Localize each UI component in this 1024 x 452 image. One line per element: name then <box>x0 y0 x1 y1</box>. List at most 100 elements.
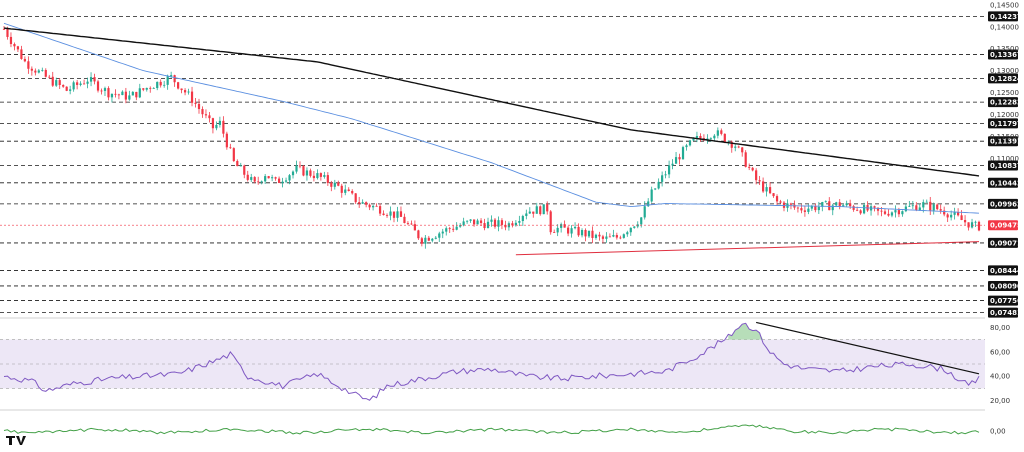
candle[interactable] <box>194 98 197 108</box>
candle[interactable] <box>156 81 159 91</box>
candle[interactable] <box>319 172 322 181</box>
candle[interactable] <box>69 85 72 95</box>
candle[interactable] <box>103 86 107 96</box>
candle[interactable] <box>431 238 434 243</box>
oscillator-line[interactable] <box>3 424 980 435</box>
candle[interactable] <box>629 227 632 236</box>
candle[interactable] <box>828 197 831 211</box>
candle[interactable] <box>751 166 754 172</box>
candle[interactable] <box>159 79 162 88</box>
candle[interactable] <box>326 172 329 186</box>
candle[interactable] <box>323 171 326 179</box>
candle[interactable] <box>755 168 758 185</box>
candle[interactable] <box>204 109 208 119</box>
candle[interactable] <box>720 128 723 136</box>
candle[interactable] <box>535 202 538 214</box>
candle[interactable] <box>124 87 127 104</box>
candle[interactable] <box>44 68 47 78</box>
candle[interactable] <box>382 210 385 216</box>
candle[interactable] <box>208 112 211 123</box>
candle[interactable] <box>274 176 277 181</box>
candle[interactable] <box>859 209 862 215</box>
candle[interactable] <box>177 81 180 90</box>
candle[interactable] <box>647 198 650 207</box>
candle[interactable] <box>76 80 79 90</box>
candle[interactable] <box>932 202 935 215</box>
candle[interactable] <box>152 87 155 89</box>
candle[interactable] <box>598 231 601 241</box>
candle[interactable] <box>117 93 121 100</box>
candle[interactable] <box>511 220 514 228</box>
candle[interactable] <box>762 177 765 193</box>
candle[interactable] <box>138 83 141 99</box>
candle[interactable] <box>399 206 403 217</box>
candle[interactable] <box>110 93 114 103</box>
candle[interactable] <box>915 202 918 212</box>
candle[interactable] <box>674 151 678 164</box>
candle[interactable] <box>960 210 963 221</box>
candle[interactable] <box>967 222 970 231</box>
candle[interactable] <box>392 211 396 223</box>
candle[interactable] <box>288 173 291 185</box>
candle[interactable] <box>970 218 974 229</box>
candle[interactable] <box>403 213 406 224</box>
candle[interactable] <box>218 116 221 128</box>
oscillator-panel[interactable] <box>3 424 980 435</box>
candle[interactable] <box>514 220 517 227</box>
candle[interactable] <box>539 205 542 216</box>
candle[interactable] <box>793 200 796 210</box>
candle[interactable] <box>23 56 26 63</box>
candle[interactable] <box>925 199 928 203</box>
candle[interactable] <box>587 230 591 239</box>
candle[interactable] <box>824 200 827 203</box>
candle[interactable] <box>302 164 305 177</box>
candle[interactable] <box>34 68 37 76</box>
candle[interactable] <box>591 226 594 244</box>
candle[interactable] <box>908 200 911 208</box>
candle[interactable] <box>86 77 89 89</box>
candle[interactable] <box>257 176 260 185</box>
candle[interactable] <box>271 174 274 182</box>
price-trendline[interactable] <box>515 241 980 256</box>
candle[interactable] <box>121 90 124 96</box>
candle[interactable] <box>344 184 347 196</box>
candle[interactable] <box>72 80 75 92</box>
candle[interactable] <box>782 201 786 212</box>
candle[interactable] <box>30 66 33 76</box>
candle[interactable] <box>584 228 587 242</box>
candle[interactable] <box>291 170 295 179</box>
candle[interactable] <box>58 77 61 89</box>
candle[interactable] <box>295 160 298 174</box>
candle[interactable] <box>284 177 288 184</box>
candle[interactable] <box>734 144 737 152</box>
candle[interactable] <box>765 183 768 197</box>
candle[interactable] <box>744 150 747 168</box>
candle[interactable] <box>420 236 423 247</box>
candle[interactable] <box>918 203 921 212</box>
candle[interactable] <box>866 201 869 212</box>
candle[interactable] <box>688 139 692 147</box>
candle[interactable] <box>441 228 444 239</box>
candle[interactable] <box>434 235 437 240</box>
candle[interactable] <box>796 206 800 213</box>
candle[interactable] <box>264 173 267 185</box>
candle[interactable] <box>706 134 709 144</box>
moving-average-fast-line[interactable] <box>3 22 980 214</box>
moving-average-slow-line[interactable] <box>3 27 980 177</box>
candle[interactable] <box>553 229 556 233</box>
candle[interactable] <box>452 225 455 233</box>
candle[interactable] <box>479 218 483 226</box>
candle[interactable] <box>654 188 657 191</box>
candle[interactable] <box>351 189 354 195</box>
candle[interactable] <box>236 159 239 167</box>
candle[interactable] <box>723 133 726 144</box>
candle[interactable] <box>671 159 674 170</box>
candle[interactable] <box>831 203 834 216</box>
candle[interactable] <box>573 222 577 230</box>
candle[interactable] <box>100 88 103 95</box>
candle[interactable] <box>197 98 201 114</box>
candle[interactable] <box>483 218 486 231</box>
candle[interactable] <box>309 168 312 178</box>
candle[interactable] <box>250 173 253 183</box>
candle[interactable] <box>375 203 378 207</box>
